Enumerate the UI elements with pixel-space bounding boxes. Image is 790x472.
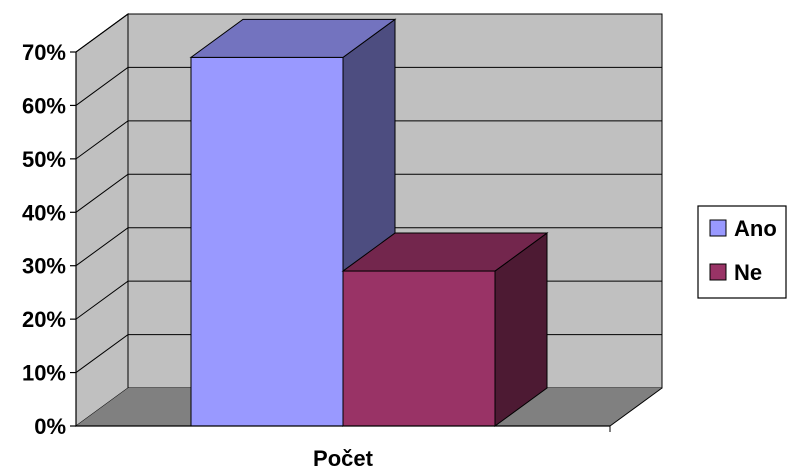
- legend-swatch-ano: [709, 219, 727, 237]
- legend-swatch-ne: [709, 263, 727, 281]
- gridline-6: [75, 66, 662, 106]
- y-tick-label: 20%: [22, 307, 66, 332]
- chart-bars: [189, 18, 549, 427]
- gridline-4: [75, 173, 662, 213]
- bar-ne: [341, 232, 549, 427]
- gridline-3: [75, 227, 662, 267]
- y-tick-label: 60%: [22, 93, 66, 118]
- x-category-label: Počet: [313, 446, 374, 471]
- bar-ano: [189, 18, 397, 427]
- y-tick-label: 40%: [22, 200, 66, 225]
- y-tick-label: 50%: [22, 147, 66, 172]
- y-tick-label: 30%: [22, 254, 66, 279]
- y-tick-label: 10%: [22, 361, 66, 386]
- side-wall-top-edge: [75, 13, 129, 53]
- gridline-5: [75, 120, 662, 160]
- floor-right-edge: [609, 387, 663, 427]
- legend-label-ne: Ne: [734, 260, 762, 285]
- bar-front-ano: [190, 56, 344, 427]
- legend-label-ano: Ano: [734, 216, 777, 241]
- chart-legend: Ano Ne: [697, 205, 787, 299]
- bar-top-ne: [341, 232, 549, 272]
- y-tick-label: 70%: [22, 40, 66, 65]
- bar-front-ne: [342, 270, 496, 427]
- bar-top-ano: [189, 18, 397, 58]
- chart-axes: [70, 13, 663, 432]
- y-tick-label: 0%: [34, 414, 66, 439]
- side-wall: [75, 13, 129, 427]
- y-axis-tick-labels: 0% 10% 20% 30% 40% 50% 60% 70%: [22, 40, 66, 439]
- x-axis-category-labels: Počet: [313, 446, 374, 471]
